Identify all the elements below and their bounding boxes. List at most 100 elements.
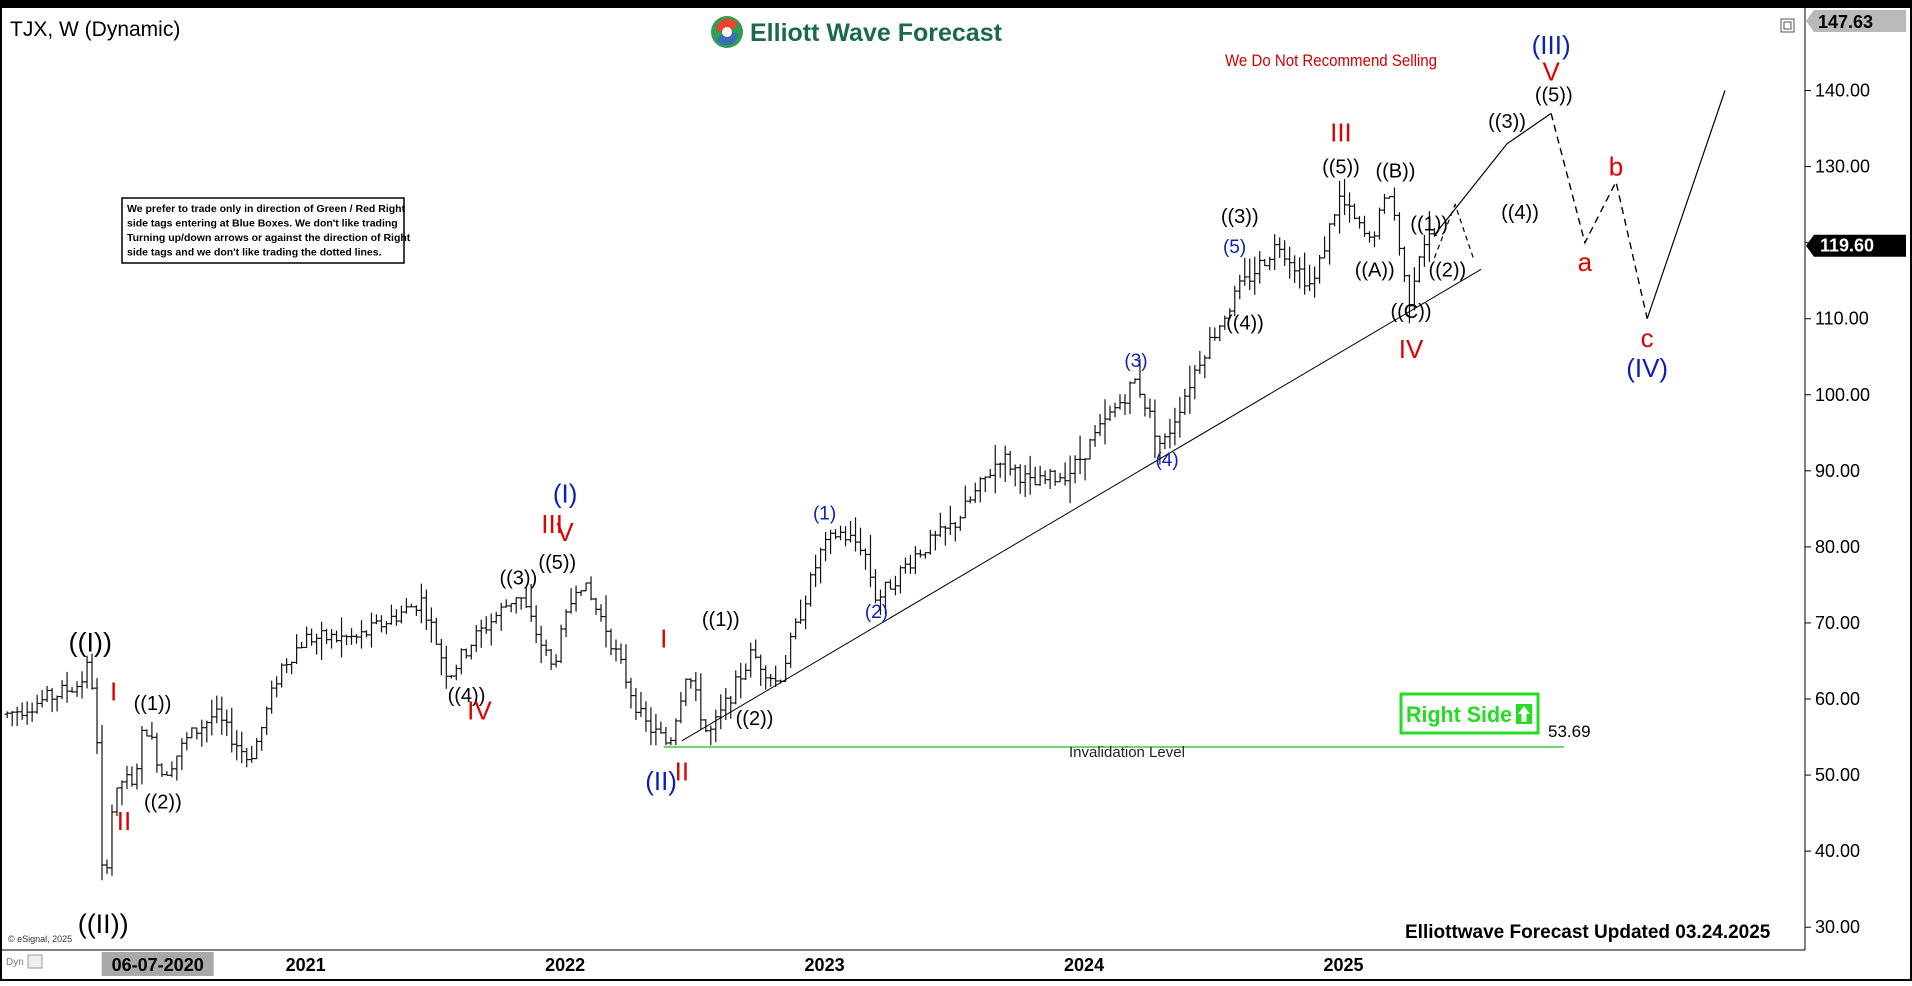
- disclaimer-line-2: Turning up/down arrows or against the di…: [127, 232, 411, 244]
- price-bar: [743, 663, 749, 681]
- price-bar: [967, 496, 973, 504]
- price-bar: [1332, 213, 1338, 227]
- price-bar: [363, 630, 369, 638]
- price-bar: [1396, 212, 1402, 256]
- y-tick-label: 90.00: [1815, 461, 1860, 481]
- disclaimer-line-0: We prefer to trade only in direction of …: [127, 203, 406, 215]
- price-bar: [1222, 315, 1228, 330]
- price-bar: [628, 677, 634, 709]
- price-bar: [214, 695, 220, 724]
- price-bar: [463, 648, 469, 659]
- price-bar: [598, 604, 604, 622]
- price-bar: [89, 653, 95, 690]
- price-bar: [49, 687, 55, 713]
- price-bar: [164, 771, 170, 776]
- price-bar: [1037, 465, 1043, 486]
- x-tick-highlight: [101, 952, 214, 976]
- wave-label: ((II)): [78, 909, 129, 939]
- price-bar: [588, 576, 594, 601]
- wave-label: c: [1641, 323, 1654, 353]
- price-bar: [169, 761, 175, 778]
- disclaimer-line-1: side tags entering at Blue Boxes. We don…: [127, 218, 398, 230]
- price-bar: [309, 628, 315, 646]
- price-bar: [1002, 445, 1008, 482]
- price-bar: [853, 517, 859, 552]
- price-bar: [413, 605, 419, 616]
- price-bar: [493, 611, 499, 624]
- wave-label: III: [1330, 117, 1352, 147]
- price-bar: [443, 645, 449, 689]
- price-bar: [942, 525, 948, 546]
- price-bar: [688, 678, 694, 689]
- price-bar: [808, 572, 814, 607]
- x-tick-label: 2021: [286, 955, 326, 975]
- price-bar: [643, 701, 649, 732]
- wave-label: ((4)): [448, 685, 486, 707]
- price-bar: [633, 687, 639, 721]
- wave-label: (II): [645, 766, 677, 796]
- price-bar: [907, 555, 913, 574]
- price-bar: [848, 520, 854, 543]
- price-bar: [9, 710, 15, 727]
- price-bar: [234, 730, 240, 761]
- price-bar: [124, 765, 130, 790]
- price-bar: [917, 549, 923, 558]
- price-bar: [1142, 393, 1148, 417]
- price-bar: [279, 663, 285, 688]
- x-tick-label: 2024: [1064, 955, 1104, 975]
- price-bar: [388, 604, 394, 625]
- price-bar: [533, 605, 539, 644]
- top-strip: [0, 0, 1912, 8]
- projection-solid-after: [1646, 90, 1726, 319]
- price-bar: [184, 732, 190, 751]
- price-bar: [1057, 472, 1063, 483]
- price-bar: [329, 628, 335, 649]
- wave-label: (5): [1223, 237, 1246, 258]
- x-axis: 06-07-2020 2021 2022 2023 2024 2025: [101, 952, 1364, 976]
- wave-labels: ((I))((II))III((1))((2))((3))((4))III((5…: [68, 30, 1668, 939]
- price-bar: [828, 529, 834, 555]
- price-bar: [453, 664, 459, 681]
- wave-label: ((A)): [1355, 259, 1395, 281]
- price-bar: [947, 505, 953, 535]
- price-bar: [179, 738, 185, 771]
- price-bar: [593, 597, 599, 616]
- price-bar: [139, 726, 145, 785]
- y-tick-label: 50.00: [1815, 765, 1860, 785]
- price-bar: [658, 721, 664, 734]
- price-bar: [1017, 464, 1023, 494]
- price-bar: [568, 588, 574, 614]
- price-bar: [149, 721, 155, 740]
- price-bar: [543, 639, 549, 657]
- price-bar: [838, 525, 844, 541]
- price-bar: [1047, 468, 1053, 490]
- price-bar: [798, 599, 804, 624]
- price-bar: [473, 625, 479, 652]
- price-bar: [1337, 180, 1343, 234]
- corner-button[interactable]: [27, 954, 43, 969]
- price-bar: [882, 581, 888, 614]
- price-bar: [683, 678, 689, 706]
- price-bar: [398, 605, 404, 624]
- price-bar: [1416, 255, 1422, 283]
- price-bar: [987, 468, 993, 479]
- price-bar: [269, 680, 275, 714]
- price-bar: [653, 713, 659, 746]
- price-bar: [284, 658, 290, 674]
- price-bar: [1411, 267, 1417, 311]
- invalidation-label: Invalidation Level: [1069, 744, 1185, 761]
- price-bar: [763, 665, 769, 690]
- price-bar: [862, 548, 868, 570]
- price-bar: [1317, 254, 1323, 284]
- y-tick-label: 30.00: [1815, 917, 1860, 937]
- wave-label: IV: [467, 696, 492, 726]
- price-bar: [1132, 378, 1138, 384]
- price-bar: [1381, 193, 1387, 214]
- price-bar: [249, 745, 255, 763]
- price-bar: [528, 583, 534, 622]
- price-bar: [823, 531, 829, 562]
- price-bar: [69, 686, 75, 693]
- price-bar: [1371, 231, 1377, 248]
- maximize-icon[interactable]: [1780, 18, 1795, 33]
- price-bar: [872, 569, 878, 604]
